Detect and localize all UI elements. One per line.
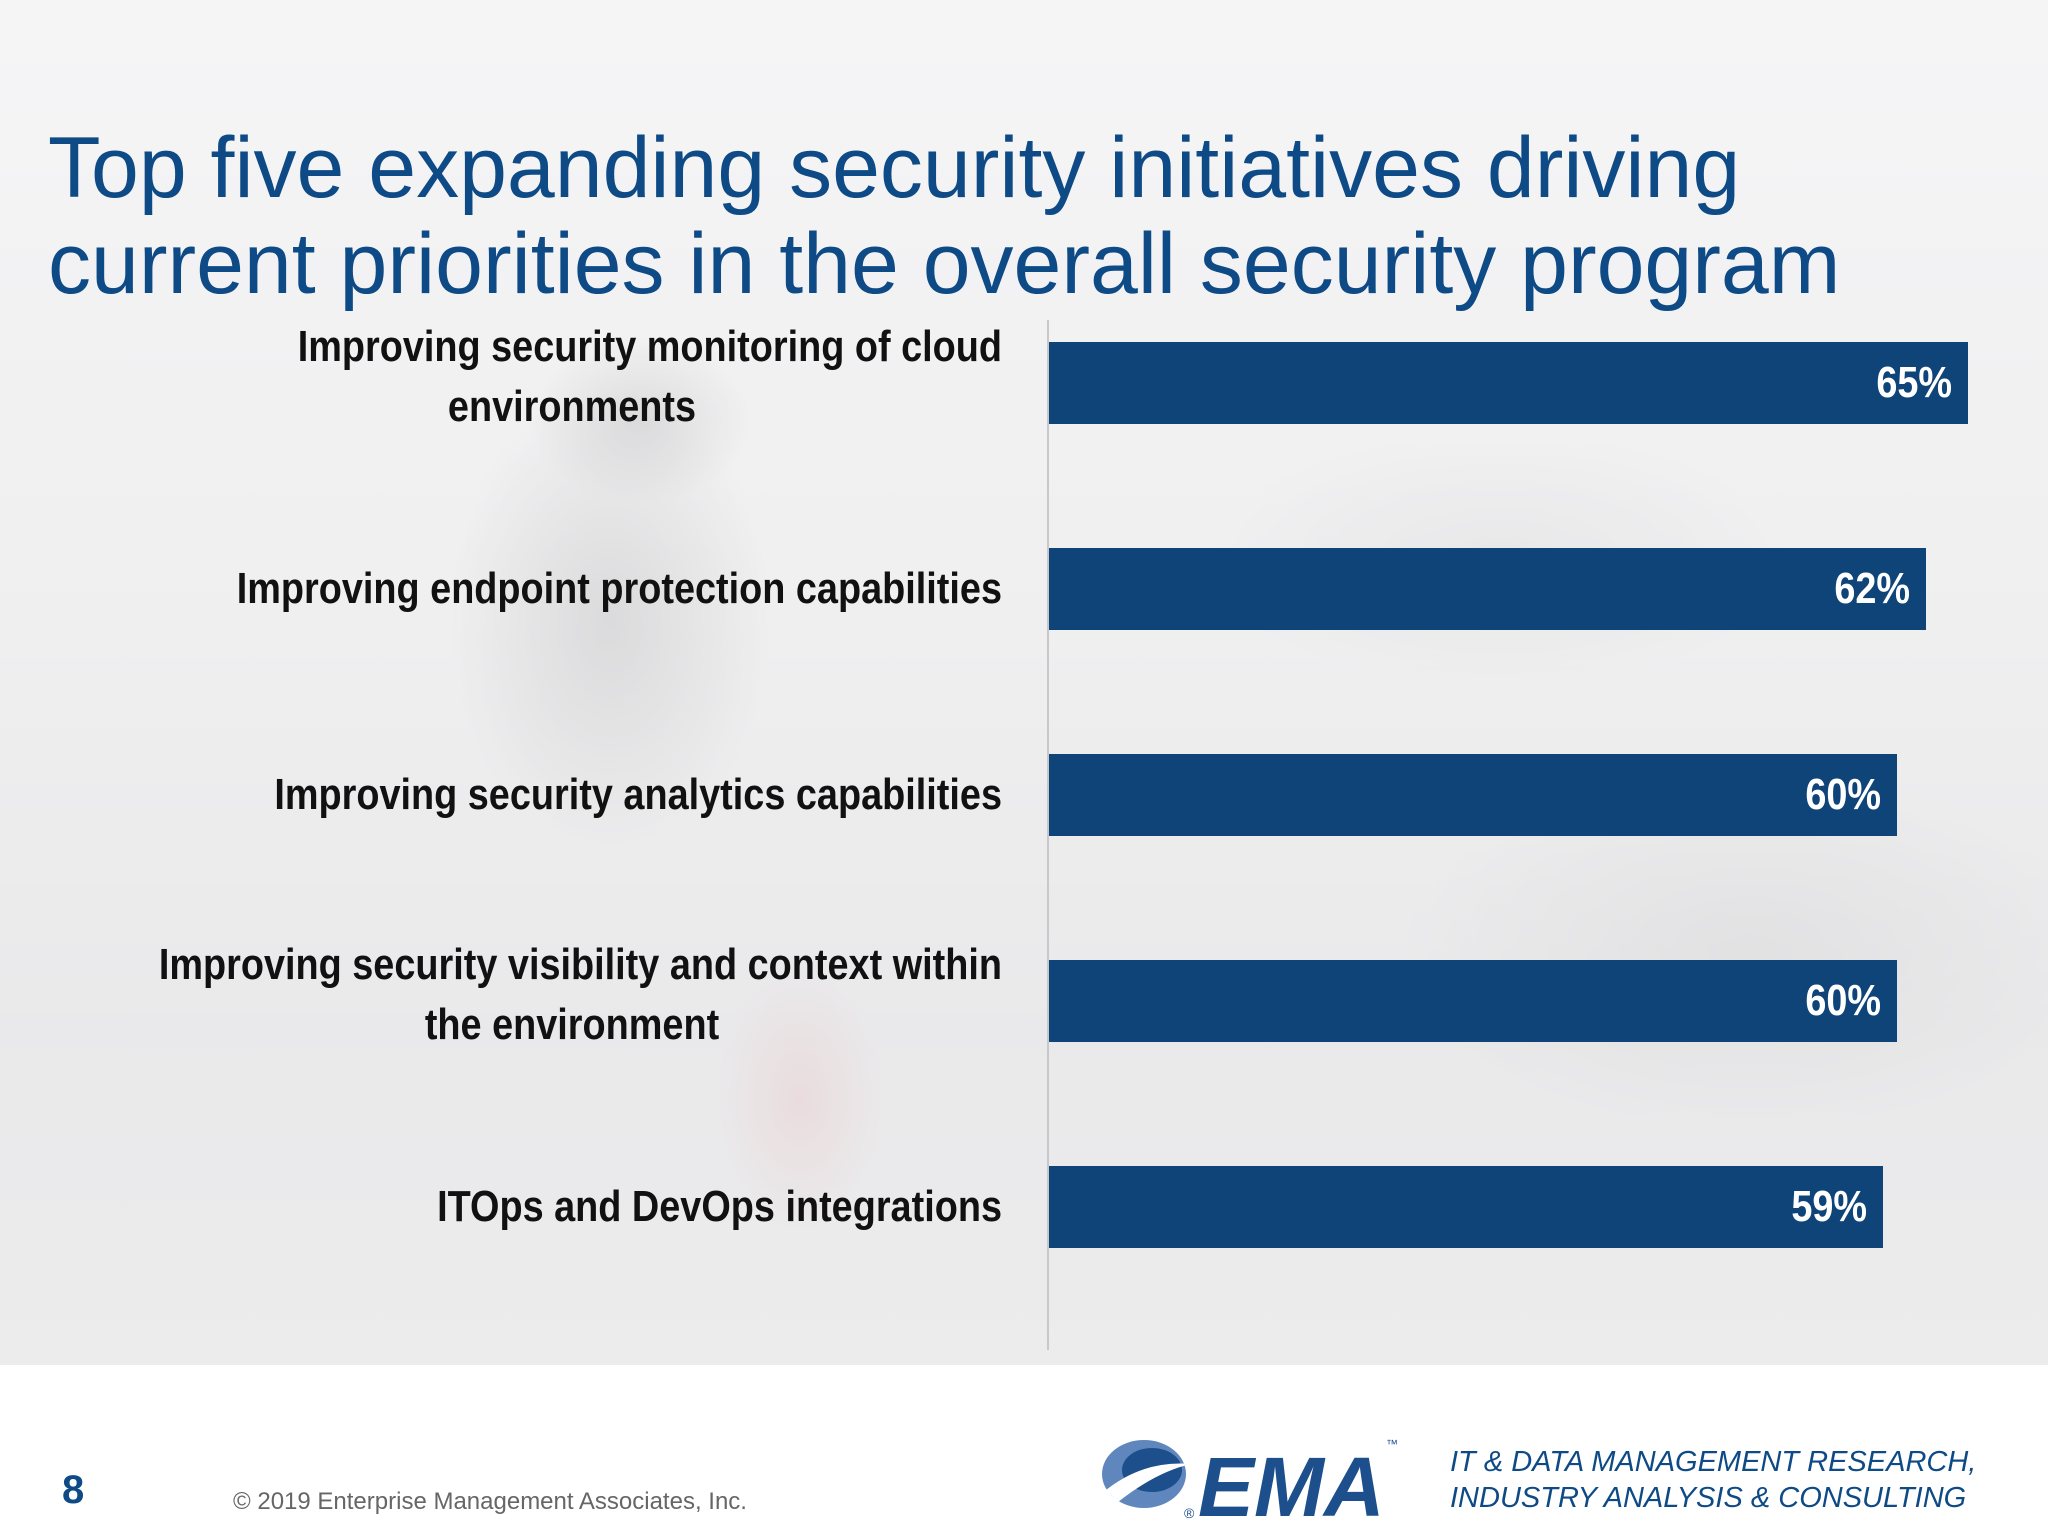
category-label: Improving security visibility and contex… bbox=[142, 935, 1002, 1055]
category-label: Improving security analytics capabilitie… bbox=[142, 765, 1002, 825]
copyright-text: © 2019 Enterprise Management Associates,… bbox=[233, 1488, 747, 1515]
bar-value-label: 60% bbox=[1805, 770, 1882, 819]
bar-value-label: 65% bbox=[1876, 358, 1952, 407]
tagline-line-1: IT & DATA MANAGEMENT RESEARCH, bbox=[1450, 1446, 1977, 1478]
category-label-line: Improving security analytics capabilitie… bbox=[274, 770, 1002, 819]
bar-value-label: 59% bbox=[1791, 1182, 1868, 1231]
ema-logo-registered: ® bbox=[1184, 1505, 1195, 1521]
slide-title-line-2: current priorities in the overall securi… bbox=[48, 215, 1841, 312]
footer-band bbox=[0, 1365, 2048, 1536]
category-label: Improving endpoint protection capabiliti… bbox=[142, 559, 1002, 619]
category-label-line: Improving security monitoring of cloud bbox=[297, 322, 1002, 371]
bar: 62% bbox=[1049, 548, 1926, 630]
category-label-line: environments bbox=[447, 382, 697, 431]
ema-logo: ® EMA ™ bbox=[1102, 1437, 1398, 1530]
chart-axis-line bbox=[1047, 320, 1049, 1350]
background-veil bbox=[0, 0, 2048, 1365]
bar-value-label: 62% bbox=[1833, 564, 1910, 613]
bar: 65% bbox=[1049, 342, 1968, 424]
page-number: 8 bbox=[62, 1468, 85, 1512]
category-label: Improving security monitoring of cloud en… bbox=[142, 317, 1002, 437]
tagline-line-2: INDUSTRY ANALYSIS & CONSULTING bbox=[1450, 1482, 1967, 1514]
ema-logo-text: EMA bbox=[1198, 1440, 1385, 1530]
bar-value-label: 60% bbox=[1805, 976, 1882, 1025]
bar: 60% bbox=[1049, 960, 1898, 1042]
category-label-line: Improving security visibility and contex… bbox=[158, 940, 1002, 989]
ema-logo-swoosh-icon bbox=[1102, 1440, 1191, 1508]
ema-logo-tm: ™ bbox=[1386, 1437, 1398, 1451]
bar: 60% bbox=[1049, 754, 1898, 836]
slide-title-line-1: Top five expanding security initiatives … bbox=[48, 119, 1741, 216]
category-label-line: the environment bbox=[424, 1000, 720, 1049]
tagline: IT & DATA MANAGEMENT RESEARCH, INDUSTRY … bbox=[1450, 1444, 2010, 1516]
bar: 59% bbox=[1049, 1166, 1884, 1248]
bar-chart: Improving security monitoring of cloud en… bbox=[142, 317, 1968, 1350]
slide-title: Top five expanding security initiatives … bbox=[48, 120, 2008, 312]
category-label: ITOps and DevOps integrations bbox=[142, 1177, 1002, 1237]
category-label-line: Improving endpoint protection capabiliti… bbox=[236, 564, 1002, 613]
category-label-line: ITOps and DevOps integrations bbox=[437, 1182, 1002, 1231]
